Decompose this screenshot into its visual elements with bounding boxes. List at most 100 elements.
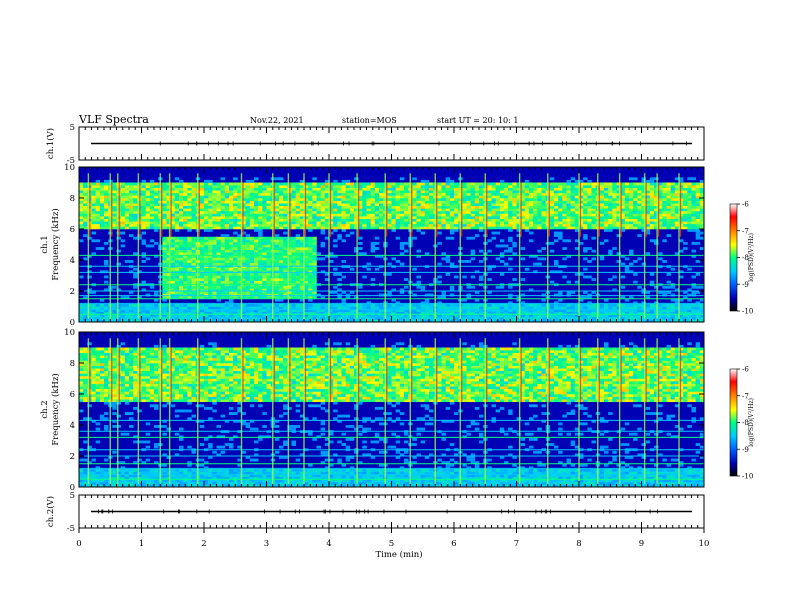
spectrogram-cell — [279, 213, 284, 217]
spectrogram-cell — [591, 213, 596, 217]
spectrogram-cell — [441, 185, 446, 188]
spectrogram-cell — [312, 244, 317, 248]
spectrogram-cell — [445, 208, 451, 212]
spectrogram-cell — [233, 239, 238, 243]
spectrogram-cell — [474, 195, 480, 199]
spectrogram-cell — [616, 260, 621, 263]
spectrogram-cell — [245, 260, 251, 263]
spectrogram-cell — [608, 213, 613, 217]
spectrogram-cell — [95, 200, 101, 204]
spectrogram-cell — [570, 306, 576, 310]
spectrogram-cell — [295, 247, 301, 250]
spectrogram-cell — [174, 272, 180, 276]
spectrogram-cell — [191, 241, 196, 245]
spectrogram-cell — [429, 208, 434, 212]
spectrogram-cell — [220, 182, 226, 186]
spectrogram-cell — [429, 195, 434, 199]
spectrogram-cell — [283, 285, 288, 289]
spectrogram-cell — [412, 218, 417, 222]
spectrogram-cell — [249, 311, 255, 315]
spectrogram-cell — [233, 309, 238, 312]
spectrogram-cell — [462, 200, 467, 204]
spectrogram-cell — [308, 306, 313, 310]
spectrogram-cell — [229, 195, 234, 199]
spectrogram-cell — [104, 275, 109, 279]
spectrogram-cell — [558, 192, 563, 196]
spectrogram-cell — [137, 309, 142, 312]
spectrogram-cell — [224, 218, 230, 222]
spectrogram-cell — [449, 221, 455, 225]
spectrogram-cell — [266, 249, 271, 253]
spectrogram-cell — [508, 187, 513, 191]
spectrogram-cell — [420, 203, 426, 207]
spectrogram-cell — [249, 239, 255, 243]
spectrogram-cell — [308, 203, 313, 207]
spectrogram-cell — [487, 203, 492, 207]
spectrogram-cell — [229, 244, 234, 248]
spectrogram-cell — [91, 182, 96, 186]
spectrogram-cell — [162, 270, 167, 274]
spectrogram-cell — [220, 216, 226, 219]
spectrogram-cell — [520, 210, 526, 214]
spectrogram-cell — [274, 267, 280, 271]
spectrogram-cell — [487, 205, 492, 209]
spectrogram-cell — [524, 200, 530, 204]
spectrogram-cell — [399, 190, 405, 194]
spectrogram-cell — [258, 216, 263, 219]
spectrogram-cell — [387, 213, 392, 217]
spectrogram-cell — [529, 208, 534, 212]
spectrogram-cell — [258, 231, 263, 235]
spectrogram-cell — [170, 316, 176, 320]
spectrogram-cell — [562, 203, 567, 207]
spectrogram-cell — [91, 291, 96, 294]
spectrogram-cell — [604, 298, 609, 302]
spectrogram-cell — [520, 223, 526, 227]
spectrogram-cell — [554, 316, 559, 320]
spectrogram-cell — [204, 270, 209, 274]
spectrogram-cell — [87, 311, 92, 315]
spectrogram-cell — [333, 303, 338, 307]
spectrogram-cell — [341, 319, 346, 323]
spectrogram-cell — [162, 293, 167, 297]
spectrogram-cell — [470, 210, 476, 214]
spectrogram-cell — [570, 311, 576, 315]
spectrogram-cell — [570, 190, 576, 194]
spectrogram-cell — [283, 270, 288, 274]
spectrogram-cell — [187, 247, 192, 250]
spectrogram-cell — [129, 216, 134, 219]
spectrogram-cell — [379, 185, 384, 188]
spectrogram-cell — [83, 311, 88, 315]
spectrogram-cell — [424, 182, 430, 186]
spectrogram-cell — [487, 249, 492, 253]
spectrogram-cell — [504, 216, 509, 219]
spectrogram-cell — [99, 208, 105, 212]
spectrogram-cell — [174, 303, 180, 307]
spectrogram-cell — [399, 195, 405, 199]
spectrogram-cell — [254, 296, 259, 300]
spectrogram-cell — [520, 213, 526, 217]
spectrogram-cell — [462, 190, 467, 194]
spectrogram-cell — [295, 278, 301, 281]
spectrogram-cell — [395, 303, 401, 307]
spectrogram-cell — [512, 192, 517, 196]
spectrogram-cell — [470, 218, 476, 222]
spectrogram-cell — [283, 226, 288, 230]
spectrogram-cell — [579, 241, 584, 245]
spectrogram-cell — [170, 296, 176, 300]
spectrogram-cell — [429, 210, 434, 214]
spectrogram-cell — [170, 270, 176, 274]
spectrogram-cell — [249, 198, 255, 201]
spectrogram-cell — [320, 229, 326, 232]
spectrogram-cell — [124, 260, 130, 263]
spectrogram-cell — [324, 254, 330, 258]
spectrogram-cell — [616, 203, 621, 207]
spectrogram-cell — [504, 314, 509, 318]
spectrogram-cell — [308, 223, 313, 227]
spectrogram-cell — [395, 216, 401, 219]
spectrogram-cell — [379, 187, 384, 191]
spectrogram-cell — [204, 280, 209, 284]
spectrogram-cell — [616, 226, 621, 230]
spectrogram-cell — [349, 213, 355, 217]
spectrogram-cell — [274, 272, 280, 276]
spectrogram-cell — [299, 218, 305, 222]
